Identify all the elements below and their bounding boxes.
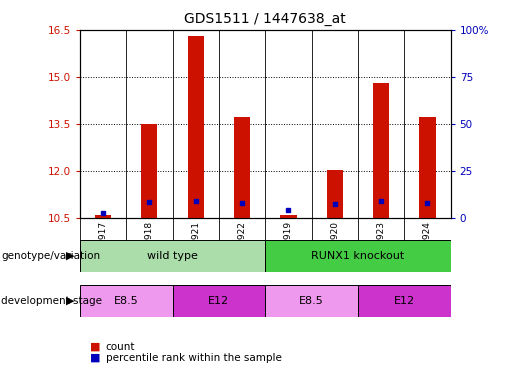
Bar: [187, 36, 204, 218]
Bar: [373, 82, 389, 218]
Bar: [280, 215, 297, 217]
Text: GSM48919: GSM48919: [284, 221, 293, 270]
Text: GSM48923: GSM48923: [376, 221, 386, 270]
Text: ■: ■: [90, 353, 100, 363]
Text: GSM48918: GSM48918: [145, 221, 154, 270]
Text: RUNX1 knockout: RUNX1 knockout: [311, 251, 405, 261]
Text: GSM48917: GSM48917: [98, 221, 108, 270]
Text: genotype/variation: genotype/variation: [1, 251, 100, 261]
Bar: [80, 285, 173, 317]
Text: ■: ■: [90, 342, 100, 352]
Text: ▶: ▶: [66, 251, 75, 261]
Bar: [265, 240, 451, 272]
Text: GSM48924: GSM48924: [423, 221, 432, 270]
Text: E12: E12: [393, 296, 415, 306]
Text: count: count: [106, 342, 135, 352]
Bar: [173, 285, 265, 317]
Text: GSM48920: GSM48920: [330, 221, 339, 270]
Text: GSM48922: GSM48922: [237, 221, 247, 270]
Bar: [141, 124, 158, 218]
Bar: [234, 117, 250, 218]
Title: GDS1511 / 1447638_at: GDS1511 / 1447638_at: [184, 12, 346, 26]
Text: E8.5: E8.5: [114, 296, 139, 306]
Text: percentile rank within the sample: percentile rank within the sample: [106, 353, 282, 363]
Text: development stage: development stage: [1, 296, 102, 306]
Bar: [95, 215, 111, 217]
Bar: [327, 170, 343, 217]
Text: GSM48921: GSM48921: [191, 221, 200, 270]
Text: ▶: ▶: [66, 296, 75, 306]
Bar: [419, 117, 436, 218]
Bar: [265, 285, 358, 317]
Bar: [80, 240, 265, 272]
Bar: [358, 285, 451, 317]
Text: wild type: wild type: [147, 251, 198, 261]
Text: E12: E12: [208, 296, 230, 306]
Text: E8.5: E8.5: [299, 296, 324, 306]
